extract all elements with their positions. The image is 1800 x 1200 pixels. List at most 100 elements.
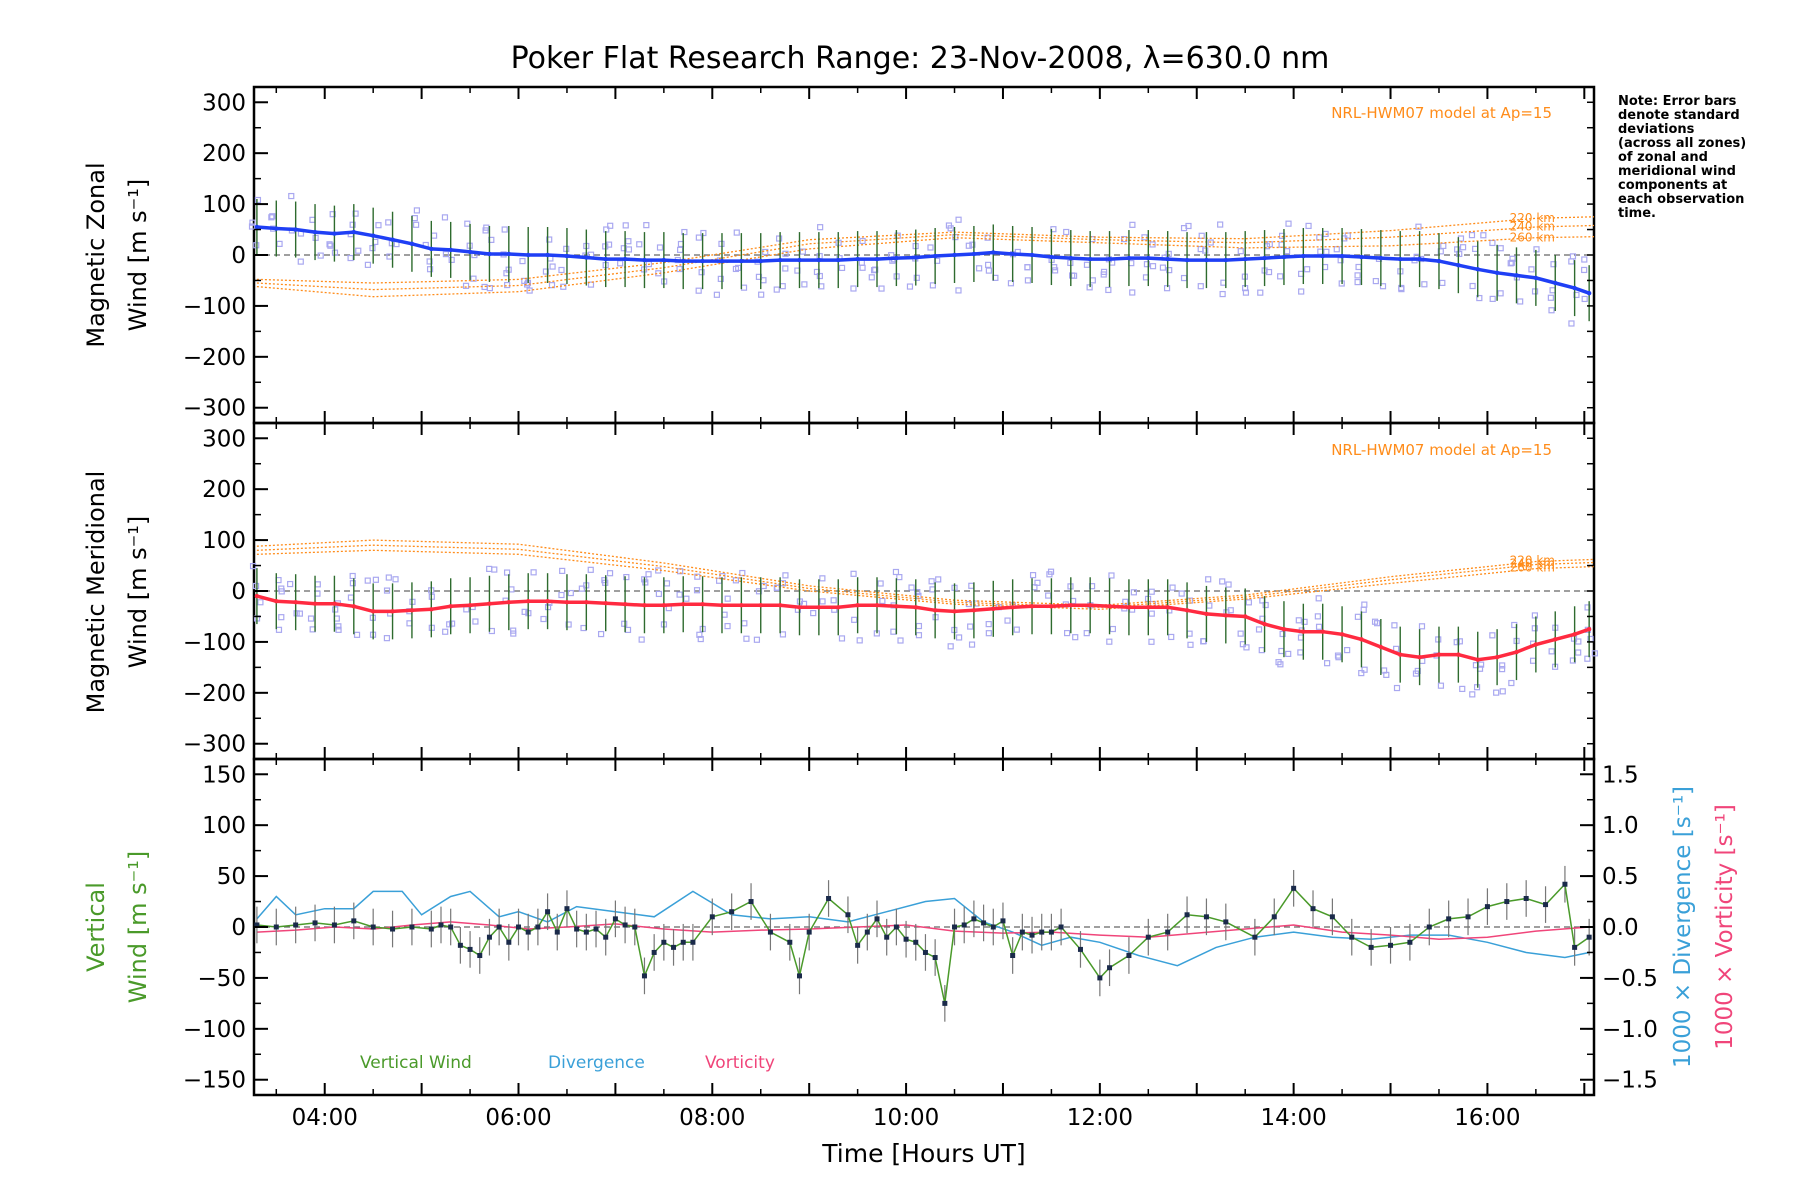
zonal-ylabel: Magnetic Zonal Wind [m s⁻¹] [82,162,152,347]
zone-sample [695,234,702,241]
zone-sample [645,571,652,578]
zone-sample [1531,288,1539,295]
zone-sample [297,258,304,265]
mean-wind-point [913,255,918,260]
zone-sample [1024,277,1032,284]
mean-wind-point [1553,280,1558,286]
zone-sample [1489,295,1496,302]
zone-sample [1285,650,1292,658]
zone-sample [383,587,391,594]
zone-sample [482,227,489,234]
mean-wind-point [506,600,512,605]
vertical-wind-point [1203,914,1209,920]
zone-sample [1159,264,1167,271]
mean-wind-point [1068,603,1073,608]
mean-wind-point [1475,657,1480,662]
note-line: denote standard [1618,108,1740,123]
zone-sample [1180,225,1188,232]
y-tick-label: −300 [183,732,246,758]
zone-sample [856,637,863,644]
vertical-wind-point [787,939,793,945]
zone-sample [309,216,316,223]
mean-wind-point [332,231,337,236]
y-tick-label: −200 [183,681,246,707]
mean-wind-point [739,603,744,608]
mean-wind-point [545,252,550,258]
zone-sample [472,618,479,625]
zone-sample [1354,613,1362,620]
zone-sample [1122,598,1129,605]
mean-wind-point [1572,632,1577,637]
zone-sample [385,219,392,226]
zone-sample [1324,660,1331,667]
zone-sample [859,237,866,245]
zone-sample [269,213,276,220]
mean-wind-point [1514,273,1519,278]
mean-wind-point [700,258,705,264]
zone-sample [530,569,537,576]
mean-wind-point [351,604,356,609]
note-line: (across all zones) [1618,136,1747,151]
zone-sample [1295,617,1302,624]
legend-vorticity: Vorticity [705,1053,775,1073]
vertical-wind-point [641,973,647,979]
vertical-wind-point [312,920,318,926]
zone-sample [1489,239,1496,247]
zone-sample [1437,682,1445,689]
mean-wind-point [1262,621,1267,627]
zone-sample [755,588,763,595]
zone-sample [430,232,438,239]
zone-sample [724,622,731,630]
zone-sample [681,228,688,236]
zone-sample [1219,578,1226,585]
zone-sample [967,623,974,630]
mean-wind-point [1359,254,1364,260]
zone-sample [412,221,420,228]
zone-sample [1143,261,1151,268]
zone-sample [1398,286,1405,293]
zone-sample [1548,648,1555,655]
zone-sample [739,569,746,577]
y-tick-label: −100 [183,630,246,656]
zone-sample [1069,272,1076,279]
zone-sample [567,589,574,597]
zone-sample [968,582,975,589]
vertical-wind-point [1310,906,1316,912]
y-tick-label: 0 [231,243,246,269]
zone-sample [1242,289,1250,296]
vertical-wind-point [1223,919,1229,925]
zone-sample [1129,289,1136,296]
mean-wind-point [448,604,453,609]
zone-sample [1361,666,1368,673]
zone-sample [928,578,935,585]
mean-wind-point [1223,613,1229,618]
mean-wind-point [913,605,918,610]
y-tick-label: 0 [231,579,246,605]
zone-sample [1454,246,1461,253]
zone-sample [1315,595,1322,602]
zone-sample [1528,266,1535,273]
zone-sample [426,258,433,265]
y2-tick-label: −0.5 [1602,966,1658,992]
zone-sample [638,636,645,643]
vertical-wind-point [496,924,502,930]
zone-sample [558,266,565,274]
mean-wind-point [777,603,783,608]
mean-wind-point [622,602,628,607]
zone-sample [1584,604,1591,611]
zone-sample [1166,267,1173,274]
zonal-ylabel-line2: Wind [m s⁻¹] [124,179,152,331]
zone-sample [968,641,976,648]
zone-sample [463,606,470,613]
zone-sample [743,635,750,642]
vertical-wind-point [680,939,686,945]
zone-sample [782,265,789,272]
mean-wind-point [1184,257,1190,263]
zone-sample [462,282,470,289]
zone-sample [1130,589,1137,596]
zone-sample [694,573,701,580]
zone-sample [1499,662,1506,669]
vertical-wind-point [1126,953,1132,959]
zone-sample [773,286,780,293]
